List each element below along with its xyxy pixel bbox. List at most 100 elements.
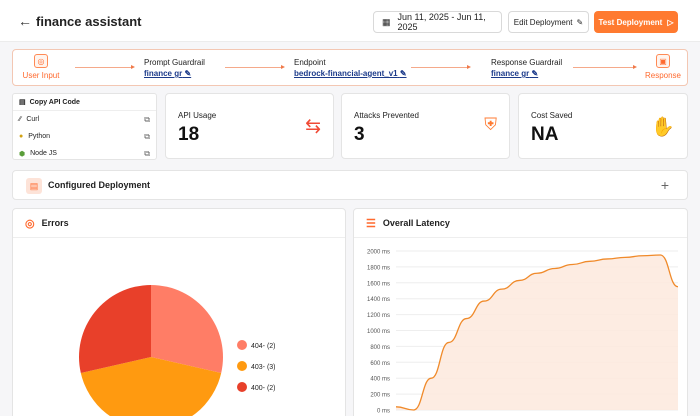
y-tick-label: 1600 ms [367, 281, 390, 287]
api-code-item-curl[interactable]: ∕∕ Curl ⧉ [13, 111, 156, 128]
flow-connector [411, 65, 471, 69]
prompt-guardrail-label: Prompt Guardrail [144, 58, 205, 67]
edit-deployment-label: Edit Deployment [513, 17, 573, 27]
header: ← finance assistant ▦ Jun 11, 2025 - Jun… [0, 0, 700, 42]
y-tick-label: 400 ms [370, 377, 390, 383]
flow-connector [573, 65, 637, 69]
response-node: ▣ Response [643, 54, 683, 80]
endpoint-link[interactable]: bedrock-financial-agent_v1 ✎ [294, 69, 407, 78]
api-code-label: Node JS [30, 150, 57, 157]
latency-header: ☰ Overall Latency [354, 209, 687, 238]
target-icon: ◎ [25, 217, 35, 230]
response-guardrail-link[interactable]: finance gr ✎ [491, 69, 562, 78]
copy-icon[interactable]: ⧉ [144, 148, 150, 158]
latency-title: Overall Latency [382, 218, 450, 228]
prompt-guardrail-link[interactable]: finance gr ✎ [144, 69, 205, 78]
money-hand-icon: ✋ [651, 117, 675, 138]
flow-connector [75, 65, 135, 69]
stat-value: 3 [354, 124, 365, 145]
date-range-button[interactable]: ▦ Jun 11, 2025 - Jun 11, 2025 [373, 11, 502, 33]
user-input-node: ◎ User Input [21, 54, 61, 80]
response-guardrail-label: Response Guardrail [491, 58, 563, 67]
api-code-label: Python [28, 133, 51, 140]
shield-check-icon: ⛨ [484, 115, 497, 134]
errors-pie-chart: 404- (2) 403- (3) 400- (2) [79, 285, 276, 416]
response-guardrail-step: Response Guardrail finance gr ✎ [491, 58, 562, 78]
legend-swatch [237, 382, 247, 392]
nodejs-icon: ⬢ [19, 150, 26, 158]
python-icon: ● [19, 133, 24, 140]
api-code-item-python[interactable]: ● Python ⧉ [13, 128, 156, 145]
legend-swatch [237, 340, 247, 350]
clipboard-icon: ▤ [26, 178, 42, 194]
legend-label: 404- (2) [251, 343, 276, 350]
y-tick-label: 1200 ms [367, 313, 390, 319]
api-code-label: Curl [26, 116, 40, 123]
legend-swatch [237, 361, 247, 371]
legend-label: 403- (3) [251, 364, 276, 371]
stat-label: API Usage [178, 111, 217, 120]
user-input-icon: ◎ [34, 54, 48, 68]
y-tick-label: 2000 ms [367, 250, 390, 256]
latency-area [396, 254, 678, 410]
curl-icon: ∕∕ [19, 116, 22, 123]
edit-icon: ✎ [184, 69, 192, 78]
stat-card-api-usage: API Usage 18 ⇆ [165, 93, 334, 159]
endpoint-label: Endpoint [294, 58, 326, 67]
page-title: finance assistant [36, 14, 142, 29]
api-code-item-nodejs[interactable]: ⬢ Node JS ⧉ [13, 145, 156, 162]
user-input-label: User Input [22, 71, 60, 80]
test-deployment-button[interactable]: Test Deployment ▷ [594, 11, 678, 33]
response-guardrail-value: finance gr [491, 69, 530, 78]
errors-panel: ◎ Errors 404- (2) 403- (3) 400- (2) [12, 208, 346, 416]
legend-label: 400- (2) [251, 385, 276, 392]
y-tick-label: 0 ms [377, 409, 390, 415]
stat-value: 18 [178, 124, 200, 145]
api-code-card: ▤ Copy API Code ∕∕ Curl ⧉ ● Python ⧉ ⬢ Node… [12, 93, 157, 160]
errors-header: ◎ Errors [13, 209, 345, 238]
flow-connector [225, 65, 285, 69]
y-tick-label: 800 ms [370, 345, 390, 351]
y-tick-label: 600 ms [370, 361, 390, 367]
y-tick-label: 1000 ms [367, 329, 390, 335]
pie-slice-404[interactable] [151, 285, 223, 374]
stat-card-cost-saved: Cost Saved NA ✋ [518, 93, 688, 159]
calendar-icon: ▦ [382, 16, 391, 27]
endpoint-step: Endpoint bedrock-financial-agent_v1 ✎ [294, 58, 407, 78]
prompt-guardrail-value: finance gr [144, 69, 183, 78]
play-icon: ▷ [667, 17, 674, 27]
configured-deployment-bar[interactable]: ▤ Configured Deployment + [12, 170, 688, 200]
deployment-flow: ◎ User Input Prompt Guardrail finance gr… [12, 49, 688, 86]
date-range-label: Jun 11, 2025 - Jun 11, 2025 [397, 12, 486, 32]
expand-plus-icon[interactable]: + [660, 177, 669, 193]
edit-icon: ✎ [576, 17, 584, 27]
stat-label: Attacks Prevented [354, 111, 419, 120]
refresh-arrows-icon: ⇆ [305, 116, 321, 137]
copy-icon[interactable]: ⧉ [144, 114, 150, 124]
edit-icon: ✎ [399, 69, 407, 78]
errors-title: Errors [41, 218, 69, 228]
configured-deployment-title: Configured Deployment [48, 180, 151, 190]
latency-line [395, 254, 679, 411]
y-tick-label: 1400 ms [367, 297, 390, 303]
pie-slice-400[interactable] [79, 285, 151, 374]
latency-area-chart: 0 ms 200 ms 400 ms 600 ms 800 ms 1000 ms 1200 … [367, 250, 679, 415]
prompt-guardrail-step: Prompt Guardrail finance gr ✎ [144, 58, 205, 78]
edit-deployment-button[interactable]: Edit Deployment ✎ [508, 11, 589, 33]
document-icon: ▤ [19, 99, 26, 106]
stat-value: NA [531, 124, 559, 145]
api-code-header: ▤ Copy API Code [13, 94, 156, 111]
api-code-title: Copy API Code [29, 98, 80, 106]
back-arrow-icon[interactable]: ← [18, 13, 32, 29]
latency-panel: ☰ Overall Latency 0 ms 200 ms 400 ms 600 ms… [353, 208, 688, 416]
sliders-icon: ☰ [366, 217, 376, 230]
edit-icon: ✎ [531, 69, 539, 78]
copy-icon[interactable]: ⧉ [144, 131, 150, 141]
endpoint-value: bedrock-financial-agent_v1 [294, 69, 398, 78]
y-tick-label: 200 ms [370, 393, 390, 399]
response-icon: ▣ [656, 54, 670, 68]
response-label: Response [644, 71, 682, 80]
stat-card-attacks-prevented: Attacks Prevented 3 ⛨ [341, 93, 510, 159]
stat-label: Cost Saved [531, 111, 573, 120]
pie-slice-403[interactable] [80, 357, 222, 416]
